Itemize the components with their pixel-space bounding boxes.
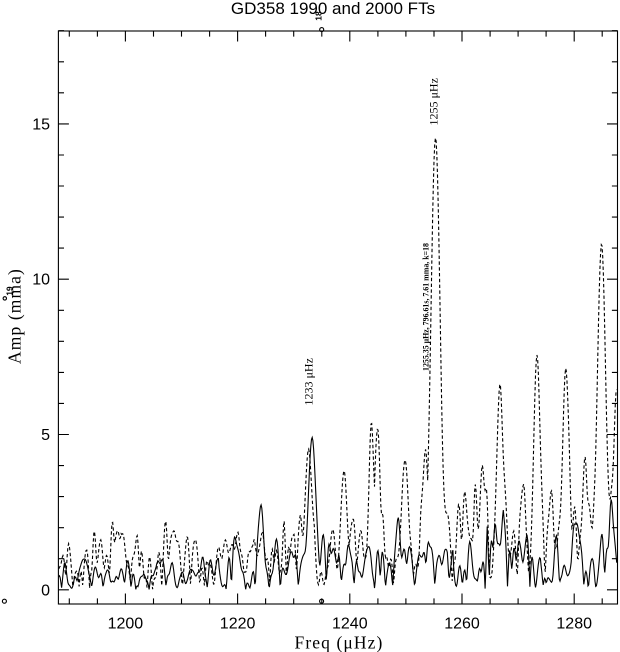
svg-text:1260: 1260 [444,616,480,633]
svg-text:1255 μHz: 1255 μHz [427,78,441,125]
svg-text:19: 19 [4,286,14,296]
svg-text:1220: 1220 [220,616,256,633]
svg-text:5: 5 [41,427,50,444]
svg-text:0: 0 [41,582,50,599]
svg-text:10: 10 [32,272,50,289]
svg-text:Amp (mma): Amp (mma) [5,268,25,364]
svg-text:1240: 1240 [332,616,368,633]
svg-text:GD358 1990 and 2000 FTs: GD358 1990 and 2000 FTs [231,0,435,18]
svg-text:1280: 1280 [556,616,592,633]
svg-text:15: 15 [32,116,50,133]
svg-text:1200: 1200 [108,616,144,633]
svg-text:18: 18 [313,11,323,21]
svg-text:Freq (μHz): Freq (μHz) [295,633,384,652]
svg-text:1233 μHz: 1233 μHz [302,358,316,405]
svg-text:1255.35 μHz, 796.61s, 7.61 mma: 1255.35 μHz, 796.61s, 7.61 mma, k=18 [422,243,431,371]
